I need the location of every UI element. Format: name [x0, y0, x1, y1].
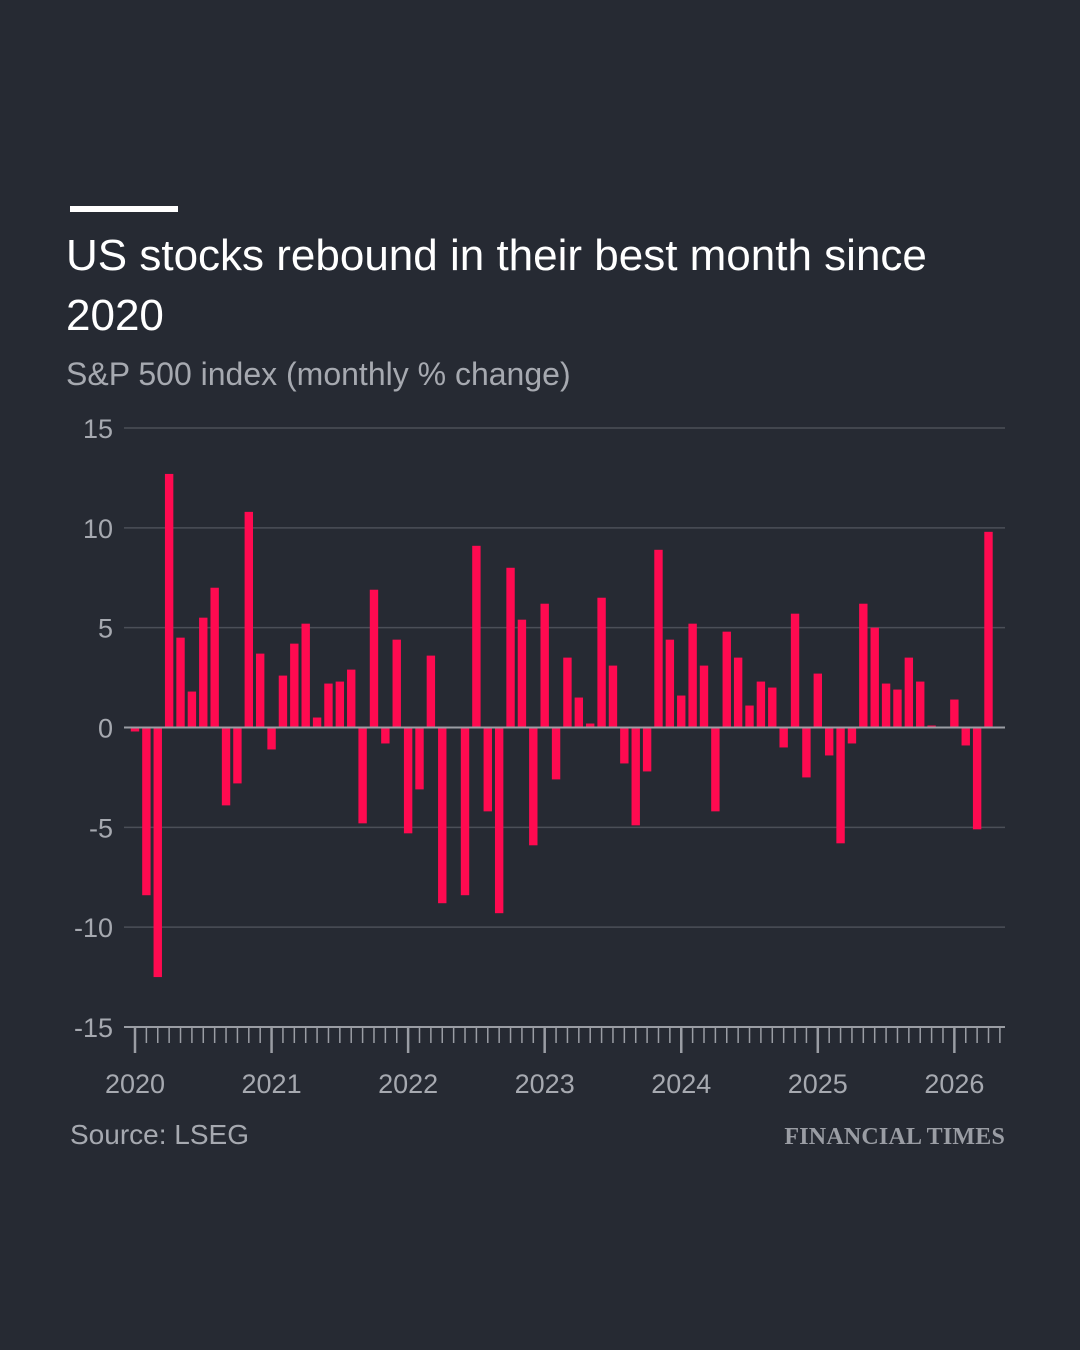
bar-2022-04 [438, 727, 447, 904]
bar-2025-07 [881, 683, 891, 728]
x-tick-label: 2026 [924, 1069, 984, 1099]
bar-2022-01 [403, 727, 413, 834]
bar-2022-09 [494, 727, 504, 914]
bar-2021-10 [369, 589, 379, 728]
bar-2020-12 [255, 653, 265, 728]
financial-times-logo: FINANCIAL TIMES [784, 1124, 1005, 1150]
bar-2022-07 [472, 545, 481, 728]
bar-2020-08 [210, 587, 219, 728]
bar-2024-01 [677, 695, 686, 728]
x-tick-label: 2024 [651, 1069, 711, 1099]
bar-2025-05 [859, 603, 868, 728]
bar-2020-03 [153, 727, 162, 978]
title-accent-rule [70, 206, 178, 212]
axis-labels: 15 10 5 0 -5 -10 -15 2020 2021 2022 2023 2024 2025 20… [74, 414, 984, 1099]
bar-2025-02 [824, 727, 834, 756]
chart-subtitle: S&P 500 index (monthly % change) [66, 356, 571, 392]
bar-2024-06 [733, 657, 743, 728]
bar-2026-04 [984, 531, 993, 728]
x-tick-label: 2022 [378, 1069, 438, 1099]
x-tick-label: 2023 [515, 1069, 575, 1099]
bar-2021-09 [358, 727, 367, 824]
bar-2023-01 [540, 603, 549, 728]
y-tick-label: -10 [74, 913, 113, 943]
bar-2021-02 [278, 675, 288, 728]
bar-2023-05 [586, 723, 595, 728]
y-tick-label: -5 [89, 813, 113, 843]
y-tick-label: 0 [98, 714, 113, 744]
bar-2023-12 [665, 639, 675, 728]
bar-2023-10 [642, 727, 652, 772]
bars [130, 473, 993, 978]
bar-2021-06 [324, 683, 333, 728]
bar-2025-04 [847, 727, 857, 744]
bar-2022-06 [460, 727, 470, 896]
bar-2021-08 [347, 669, 356, 728]
bar-2024-09 [768, 687, 777, 728]
x-axis [124, 726, 1005, 1053]
bar-2023-02 [551, 727, 561, 780]
bar-2023-08 [620, 727, 629, 764]
bar-2021-01 [267, 727, 276, 750]
bar-2025-06 [870, 627, 879, 728]
bar-2020-07 [199, 617, 208, 728]
bar-2023-06 [597, 597, 606, 728]
bar-2020-09 [221, 727, 231, 806]
gridlines [124, 427, 1005, 928]
bar-2023-03 [563, 657, 572, 728]
bar-2022-12 [529, 727, 538, 846]
x-tick-label: 2020 [105, 1069, 165, 1099]
bar-2020-05 [176, 637, 185, 728]
bar-2021-11 [381, 727, 390, 744]
bar-2021-05 [312, 717, 322, 728]
bar-chart: 15 10 5 0 -5 -10 -15 2020 2021 2022 2023 2024 2025 20… [74, 414, 1005, 1099]
y-tick-label: 15 [83, 414, 113, 444]
y-tick-label: 5 [98, 614, 113, 644]
bar-2021-07 [335, 681, 345, 728]
bar-2021-03 [290, 643, 299, 728]
bar-2022-11 [517, 619, 527, 728]
bar-2024-08 [756, 681, 766, 728]
bar-2022-10 [506, 567, 515, 728]
bar-2025-10 [916, 681, 925, 728]
bar-2024-07 [745, 705, 754, 728]
bar-2025-01 [813, 673, 822, 728]
bar-2024-12 [802, 727, 811, 778]
bar-2026-01 [950, 699, 959, 728]
bar-2024-11 [790, 613, 800, 728]
source-note: Source: LSEG [70, 1119, 249, 1150]
bar-2023-11 [654, 549, 663, 728]
bar-2025-03 [836, 727, 845, 844]
bar-2023-09 [631, 727, 640, 826]
bar-2022-03 [426, 655, 436, 728]
bar-2023-07 [608, 665, 618, 728]
bar-2020-06 [187, 691, 197, 728]
bar-2021-12 [392, 639, 401, 728]
bar-2026-02 [961, 727, 970, 746]
bar-2022-08 [483, 727, 492, 812]
bar-2025-09 [904, 657, 914, 728]
bar-2020-10 [233, 727, 242, 784]
bar-2024-02 [688, 623, 697, 728]
bar-2021-04 [301, 623, 310, 728]
bar-2020-04 [164, 473, 174, 728]
bar-2024-03 [699, 665, 709, 728]
x-tick-label: 2025 [788, 1069, 848, 1099]
bar-2023-04 [574, 697, 584, 728]
x-tick-label: 2021 [242, 1069, 302, 1099]
bar-2024-10 [779, 727, 788, 748]
bar-2025-08 [893, 689, 902, 728]
bar-2020-01 [130, 727, 140, 732]
bar-2022-02 [415, 727, 424, 790]
y-tick-label: 10 [83, 514, 113, 544]
bar-2024-04 [711, 727, 720, 812]
chart-title: US stocks rebound in their best month si… [66, 231, 927, 340]
bar-2024-05 [722, 631, 731, 728]
bar-2020-02 [142, 727, 151, 896]
bar-2020-11 [244, 511, 253, 728]
bar-2026-03 [972, 727, 982, 830]
y-tick-label: -15 [74, 1013, 113, 1043]
